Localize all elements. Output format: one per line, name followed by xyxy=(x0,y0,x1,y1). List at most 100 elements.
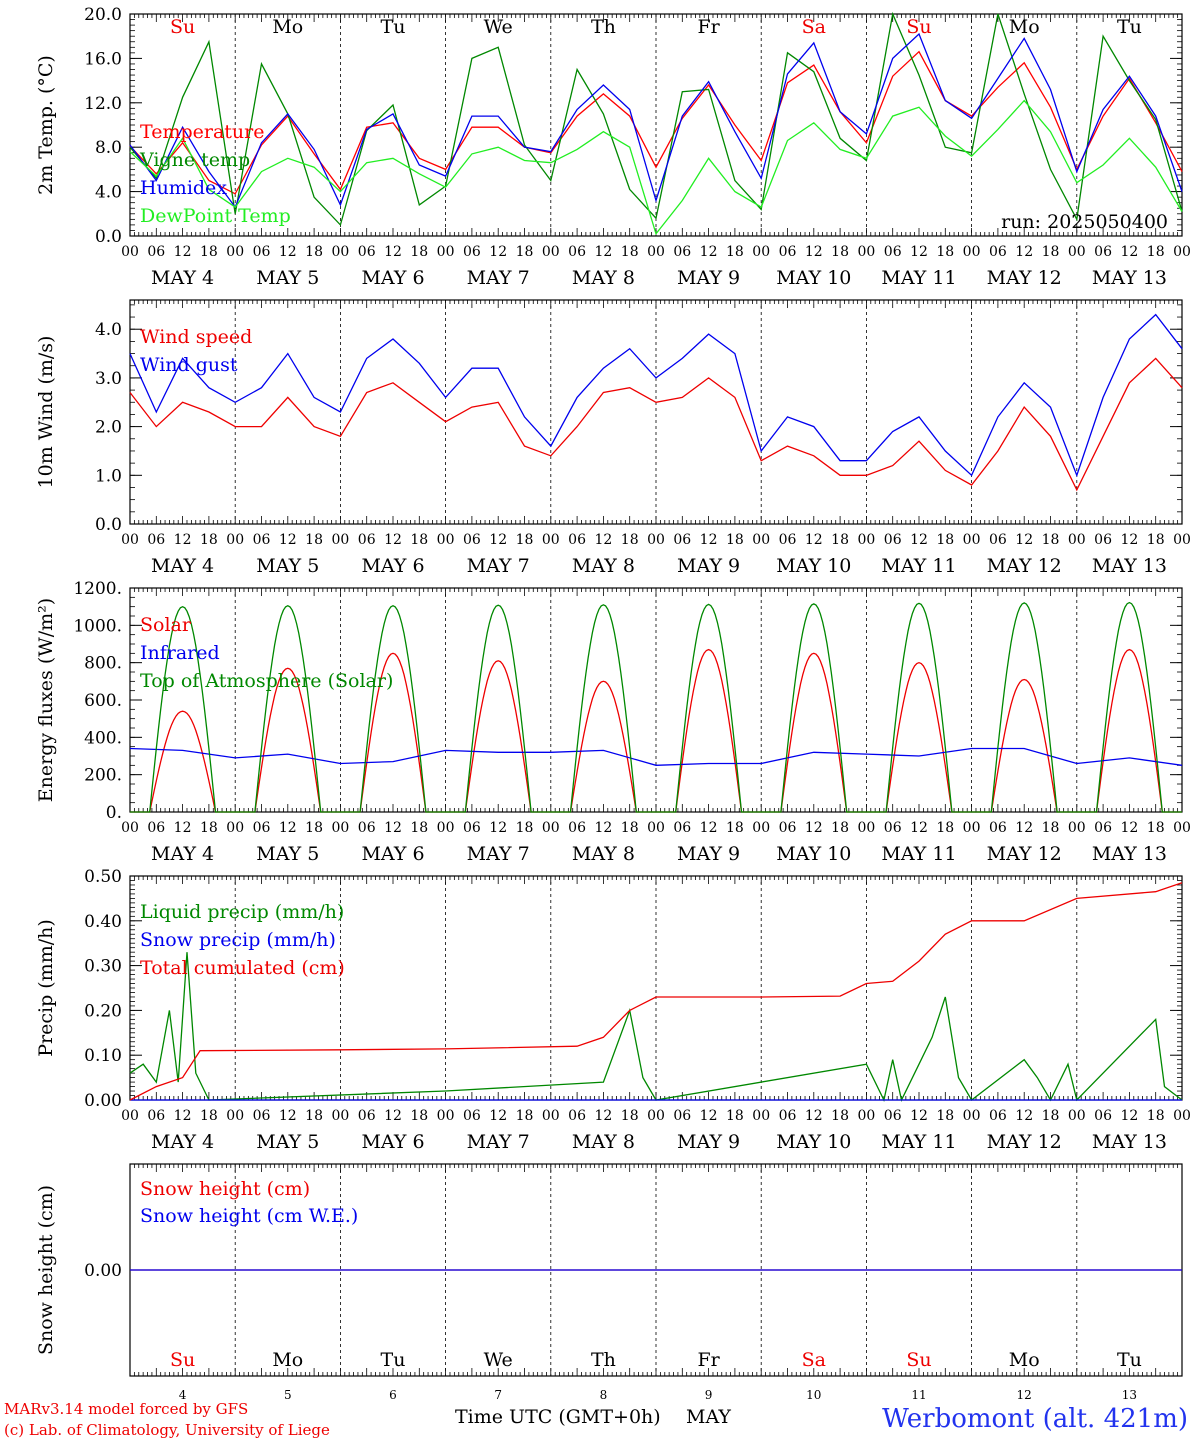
hour-tick-label: 06 xyxy=(884,532,902,548)
hour-tick-label: 18 xyxy=(305,1108,323,1124)
date-label: MAY 5 xyxy=(256,1131,319,1153)
day-number-label: 8 xyxy=(600,1388,608,1402)
weekday-label-bottom: Su xyxy=(170,1349,195,1371)
hour-tick-label: 00 xyxy=(331,1108,349,1124)
hour-tick-label: 12 xyxy=(594,532,612,548)
time-axis-title: Time UTC (GMT+0h) xyxy=(455,1406,661,1428)
hour-tick-label: 12 xyxy=(805,1108,823,1124)
date-label: MAY 8 xyxy=(572,1131,635,1153)
day-number-label: 11 xyxy=(911,1388,926,1402)
hour-tick-label: 18 xyxy=(200,820,218,836)
y-axis-label: 10m Wind (m/s) xyxy=(35,336,57,489)
hour-tick-label: 00 xyxy=(437,820,455,836)
hour-tick-label: 12 xyxy=(384,1108,402,1124)
date-label: MAY 9 xyxy=(677,555,740,577)
hour-tick-label: 12 xyxy=(1120,820,1138,836)
weekday-label-bottom: Mo xyxy=(1009,1349,1040,1371)
hour-tick-label: 06 xyxy=(1094,244,1112,260)
hour-tick-label: 00 xyxy=(437,244,455,260)
hour-tick-label: 00 xyxy=(331,244,349,260)
y-tick-label: 0.00 xyxy=(84,1261,122,1281)
legend-entry: Wind gust xyxy=(140,354,238,376)
date-label: MAY 11 xyxy=(881,267,956,289)
hour-tick-label: 18 xyxy=(726,532,744,548)
hour-tick-label: 12 xyxy=(279,244,297,260)
hour-tick-label: 12 xyxy=(279,1108,297,1124)
hour-tick-label: 18 xyxy=(1042,1108,1060,1124)
y-axis-label: 2m Temp. (°C) xyxy=(35,55,57,195)
date-label: MAY 12 xyxy=(987,267,1062,289)
date-label: MAY 7 xyxy=(467,1131,530,1153)
hour-tick-label: 06 xyxy=(1094,820,1112,836)
hour-tick-label: 00 xyxy=(437,1108,455,1124)
hour-tick-label: 00 xyxy=(647,244,665,260)
hour-tick-label: 18 xyxy=(1042,532,1060,548)
hour-tick-label: 12 xyxy=(910,1108,928,1124)
hour-tick-label: 00 xyxy=(1173,1108,1191,1124)
hour-tick-label: 12 xyxy=(1120,1108,1138,1124)
hour-tick-label: 06 xyxy=(358,1108,376,1124)
hour-tick-label: 00 xyxy=(857,244,875,260)
weekday-label-top: Tu xyxy=(1117,16,1142,38)
hour-tick-label: 18 xyxy=(726,820,744,836)
date-label: MAY 9 xyxy=(677,843,740,865)
hour-tick-label: 06 xyxy=(568,532,586,548)
hour-tick-label: 06 xyxy=(253,532,271,548)
hour-tick-label: 18 xyxy=(621,244,639,260)
y-axis-label: Energy fluxes (W/m²) xyxy=(35,598,57,802)
series-line xyxy=(129,32,1183,209)
date-label: MAY 5 xyxy=(256,555,319,577)
day-number-label: 7 xyxy=(494,1388,502,1402)
hour-tick-label: 06 xyxy=(989,532,1007,548)
hour-tick-label: 00 xyxy=(121,532,139,548)
hour-tick-label: 18 xyxy=(200,244,218,260)
hour-tick-label: 00 xyxy=(542,532,560,548)
series-line xyxy=(129,952,1183,1102)
hour-tick-label: 12 xyxy=(1120,244,1138,260)
hour-tick-label: 06 xyxy=(673,532,691,548)
date-label: MAY 12 xyxy=(987,1131,1062,1153)
y-tick-label: 200. xyxy=(84,766,122,786)
weekday-label-top: Sa xyxy=(802,16,826,38)
date-label: MAY 5 xyxy=(256,843,319,865)
weekday-label-top: Fr xyxy=(697,16,720,38)
legend-entry: Top of Atmosphere (Solar) xyxy=(140,670,393,692)
y-tick-label: 16.0 xyxy=(84,49,122,69)
y-tick-label: 1000. xyxy=(73,616,122,636)
weekday-label-bottom: Mo xyxy=(272,1349,303,1371)
date-label: MAY 8 xyxy=(572,267,635,289)
hour-tick-label: 18 xyxy=(305,820,323,836)
hour-tick-label: 12 xyxy=(805,244,823,260)
model-credit: MARv3.14 model forced by GFS xyxy=(4,1400,248,1418)
y-axis-label: Precip (mm/h) xyxy=(35,919,57,1057)
weekday-label-top: Su xyxy=(170,16,195,38)
series-line xyxy=(129,50,1183,195)
y-tick-label: 20.0 xyxy=(84,5,122,25)
hour-tick-label: 12 xyxy=(279,820,297,836)
weekday-label-bottom: Tu xyxy=(381,1349,406,1371)
weekday-label-bottom: Th xyxy=(591,1349,616,1371)
hour-tick-label: 18 xyxy=(621,1108,639,1124)
y-tick-label: 0.00 xyxy=(84,1091,122,1111)
date-label: MAY 9 xyxy=(677,267,740,289)
series-line xyxy=(129,313,1183,478)
hour-tick-label: 06 xyxy=(463,244,481,260)
date-label: MAY 4 xyxy=(151,843,214,865)
y-tick-label: 0.10 xyxy=(84,1046,122,1066)
y-axis-label: Snow height (cm) xyxy=(35,1185,57,1355)
hour-tick-label: 06 xyxy=(884,1108,902,1124)
weekday-label-bottom: Su xyxy=(906,1349,931,1371)
hour-tick-label: 06 xyxy=(253,244,271,260)
hour-tick-label: 18 xyxy=(621,820,639,836)
hour-tick-label: 12 xyxy=(594,244,612,260)
hour-tick-label: 12 xyxy=(1015,820,1033,836)
hour-tick-label: 00 xyxy=(752,532,770,548)
date-label: MAY 10 xyxy=(776,555,851,577)
hour-tick-label: 12 xyxy=(174,1108,192,1124)
y-tick-label: 4.0 xyxy=(95,320,122,340)
hour-tick-label: 00 xyxy=(963,244,981,260)
date-label: MAY 13 xyxy=(1092,843,1167,865)
hour-tick-label: 00 xyxy=(963,532,981,548)
date-label: MAY 9 xyxy=(677,1131,740,1153)
day-number-label: 10 xyxy=(806,1388,821,1402)
